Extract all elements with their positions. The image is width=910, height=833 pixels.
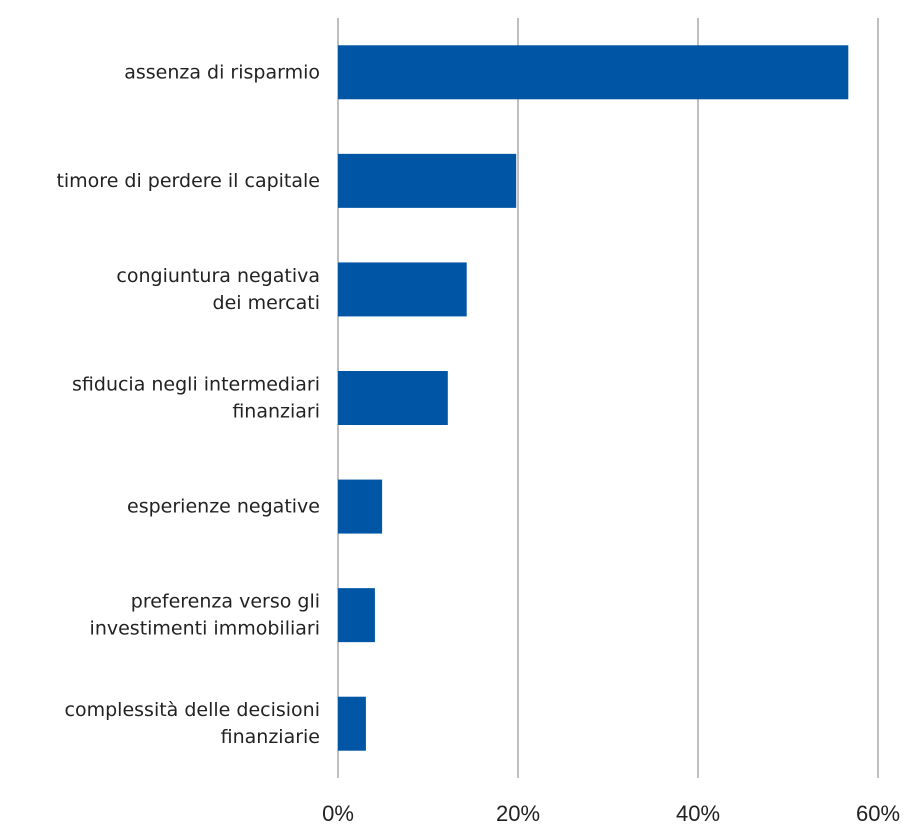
- y-tick-label: timore di perdere il capitale: [56, 169, 320, 191]
- y-tick-label: complessità delle decisioni finanziarie: [65, 699, 320, 748]
- y-tick-label: esperienze negative: [127, 495, 320, 517]
- bar: [338, 45, 849, 100]
- bar: [338, 153, 517, 208]
- bar: [338, 262, 467, 317]
- y-tick-label: preferenza verso gli investimenti immobil…: [90, 590, 320, 639]
- x-tick-label: 40%: [676, 801, 720, 826]
- y-tick-label: sfiducia negli intermediari finanziari: [72, 373, 320, 422]
- x-tick-label: 0%: [322, 801, 354, 826]
- y-tick-label: congiuntura negativa dei mercati: [116, 264, 320, 313]
- bar: [338, 588, 375, 643]
- bar: [338, 696, 366, 751]
- x-tick-label: 60%: [856, 801, 900, 826]
- bar: [338, 479, 383, 534]
- x-tick-label: 20%: [496, 801, 540, 826]
- bar: [338, 371, 448, 425]
- y-tick-label: assenza di risparmio: [124, 61, 320, 83]
